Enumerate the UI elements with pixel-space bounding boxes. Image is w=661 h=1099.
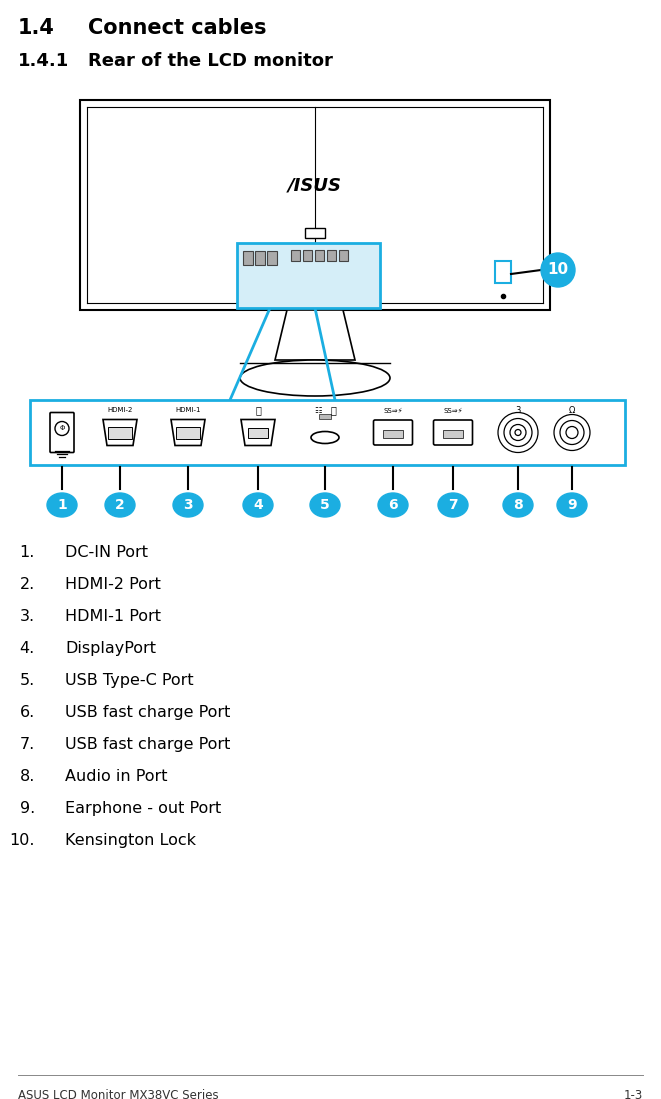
Text: SS⇒⚡: SS⇒⚡ [383, 408, 403, 413]
Bar [305, 227, 325, 238]
Text: 5: 5 [320, 498, 330, 512]
Text: HDMI-2 Port: HDMI-2 Port [65, 577, 161, 592]
Circle shape [498, 412, 538, 453]
Circle shape [515, 430, 521, 435]
Circle shape [510, 424, 526, 441]
Text: 3: 3 [516, 406, 521, 415]
Text: 10: 10 [547, 263, 568, 278]
Ellipse shape [243, 493, 273, 517]
Text: Φ: Φ [59, 425, 65, 432]
Text: Kensington Lock: Kensington Lock [65, 833, 196, 848]
Text: Rear of the LCD monitor: Rear of the LCD monitor [88, 52, 333, 70]
Text: Ⓟ: Ⓟ [330, 406, 336, 415]
Text: 1-3: 1-3 [624, 1089, 643, 1099]
Text: HDMI-2: HDMI-2 [107, 408, 133, 413]
Text: 7: 7 [448, 498, 458, 512]
Text: Earphone - out Port: Earphone - out Port [65, 801, 221, 815]
Circle shape [55, 422, 69, 435]
Text: /ISUS: /ISUS [288, 176, 342, 195]
FancyBboxPatch shape [50, 412, 74, 453]
Bar [267, 251, 277, 265]
Ellipse shape [310, 493, 340, 517]
Text: USB fast charge Port: USB fast charge Port [65, 704, 231, 720]
Ellipse shape [173, 493, 203, 517]
FancyBboxPatch shape [434, 420, 473, 445]
Text: 8.: 8. [20, 769, 35, 784]
Polygon shape [171, 420, 205, 445]
Text: ☷: ☷ [314, 406, 322, 415]
Ellipse shape [503, 493, 533, 517]
FancyBboxPatch shape [373, 420, 412, 445]
Text: 6: 6 [388, 498, 398, 512]
Polygon shape [241, 420, 275, 445]
Text: 3: 3 [183, 498, 193, 512]
Text: 1.: 1. [20, 545, 35, 560]
Bar [237, 243, 380, 308]
Text: DisplayPort: DisplayPort [65, 641, 156, 656]
Bar [383, 430, 403, 437]
Circle shape [554, 414, 590, 451]
Text: 10.: 10. [9, 833, 35, 848]
Bar [243, 251, 253, 265]
Ellipse shape [311, 432, 339, 444]
Text: 6.: 6. [20, 704, 35, 720]
Bar [443, 430, 463, 437]
Text: HDMI-1 Port: HDMI-1 Port [65, 609, 161, 624]
Text: 2.: 2. [20, 577, 35, 592]
Text: 9.: 9. [20, 801, 35, 815]
Text: 3.: 3. [20, 609, 35, 624]
Ellipse shape [557, 493, 587, 517]
Text: Audio in Port: Audio in Port [65, 769, 167, 784]
Circle shape [560, 421, 584, 444]
Bar [315, 249, 324, 260]
Bar [80, 100, 550, 310]
Text: 4: 4 [253, 498, 263, 512]
Bar [495, 260, 511, 284]
Bar [319, 413, 331, 419]
Text: 9: 9 [567, 498, 577, 512]
Text: SS⇒⚡: SS⇒⚡ [444, 408, 463, 413]
Text: 1.4: 1.4 [18, 18, 55, 38]
Bar [248, 428, 268, 437]
Ellipse shape [438, 493, 468, 517]
Text: 5.: 5. [20, 673, 35, 688]
Polygon shape [275, 310, 355, 360]
Bar [255, 251, 265, 265]
FancyBboxPatch shape [30, 400, 625, 465]
Text: 2: 2 [115, 498, 125, 512]
Text: Ⓟ: Ⓟ [255, 406, 261, 415]
Ellipse shape [378, 493, 408, 517]
Circle shape [504, 419, 532, 446]
Circle shape [541, 253, 575, 287]
Ellipse shape [240, 360, 390, 396]
Text: Connect cables: Connect cables [88, 18, 266, 38]
Polygon shape [103, 420, 137, 445]
Ellipse shape [47, 493, 77, 517]
Text: 7.: 7. [20, 737, 35, 752]
Text: USB fast charge Port: USB fast charge Port [65, 737, 231, 752]
Text: 8: 8 [513, 498, 523, 512]
Ellipse shape [105, 493, 135, 517]
Bar [339, 249, 348, 260]
Circle shape [566, 426, 578, 439]
Text: HDMI-1: HDMI-1 [175, 408, 201, 413]
Text: ASUS LCD Monitor MX38VC Series: ASUS LCD Monitor MX38VC Series [18, 1089, 219, 1099]
Bar [303, 249, 312, 260]
Bar [176, 426, 200, 439]
Text: DC-IN Port: DC-IN Port [65, 545, 148, 560]
Bar [291, 249, 300, 260]
Text: USB Type-C Port: USB Type-C Port [65, 673, 194, 688]
Text: Ω: Ω [569, 406, 575, 415]
Bar [108, 426, 132, 439]
Text: 1.4.1: 1.4.1 [18, 52, 69, 70]
Text: 1: 1 [57, 498, 67, 512]
Bar [327, 249, 336, 260]
Text: 4.: 4. [20, 641, 35, 656]
